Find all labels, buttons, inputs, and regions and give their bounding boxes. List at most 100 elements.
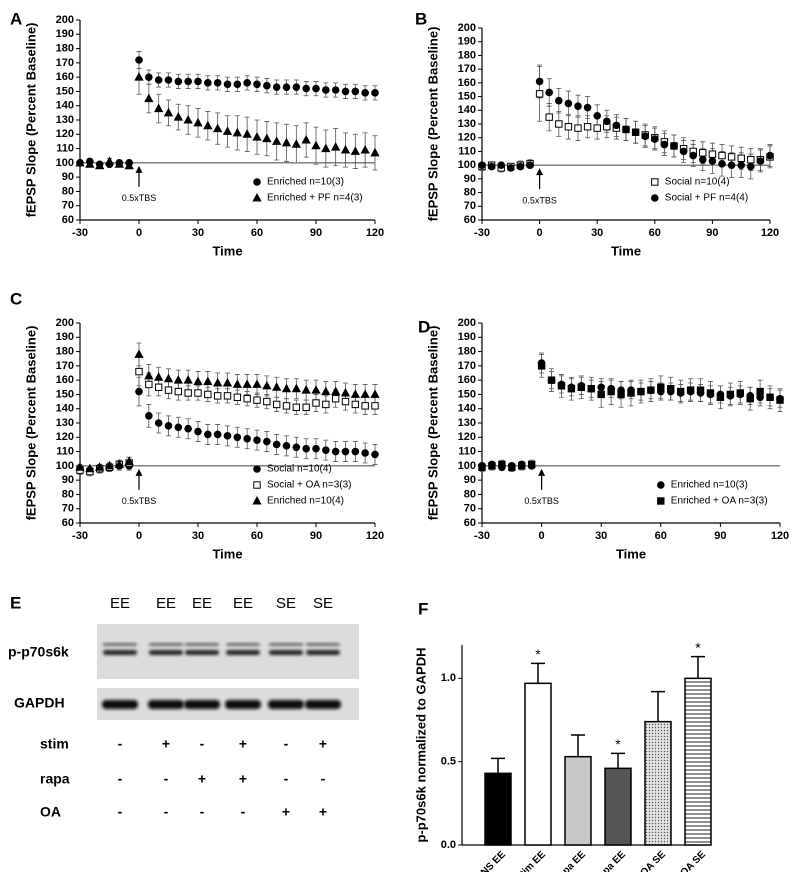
marker	[232, 127, 242, 137]
y-tick-label: 180	[56, 42, 74, 54]
y-tick-label: 70	[62, 503, 74, 515]
y-tick-label: 60	[464, 517, 476, 529]
marker	[154, 383, 163, 391]
marker	[574, 124, 582, 132]
marker	[291, 139, 301, 148]
y-tick-label: 100	[458, 159, 476, 171]
x-tick-label: 30	[192, 227, 204, 239]
band-label: p-p70s6k	[8, 644, 69, 660]
marker	[312, 444, 320, 453]
arrow-head	[536, 168, 544, 176]
y-tick-label: 140	[56, 100, 74, 112]
marker	[174, 77, 183, 86]
x-tick-label: NS OA SE	[627, 849, 669, 872]
marker	[75, 157, 85, 167]
bar	[484, 772, 512, 846]
y-tick-label: 140	[56, 403, 74, 415]
lane-label: SE	[313, 595, 333, 612]
y-tick-label: 80	[62, 185, 74, 197]
arrow-head	[135, 165, 143, 173]
marker	[292, 443, 301, 452]
marker	[746, 395, 754, 403]
marker	[85, 463, 95, 473]
y-tick-label: 90	[464, 474, 476, 486]
x-tick-label: -30	[72, 530, 88, 542]
marker	[607, 387, 615, 396]
x-tick-label: Stim OA SE	[661, 849, 708, 872]
marker	[567, 385, 576, 393]
marker	[203, 120, 213, 130]
bar	[684, 677, 712, 846]
marker	[253, 396, 261, 404]
marker	[302, 84, 310, 93]
x-tick-label: -30	[72, 227, 88, 239]
annotation: 0.5xTBS	[122, 193, 157, 203]
condition-sign: -	[164, 804, 169, 820]
marker	[164, 422, 173, 430]
marker	[361, 89, 369, 97]
marker	[351, 87, 360, 96]
y-tick-label: 170	[56, 360, 74, 372]
y-tick-label: 0.0	[441, 839, 456, 851]
marker	[593, 124, 601, 132]
marker	[361, 449, 369, 457]
marker	[193, 117, 203, 127]
marker	[727, 153, 736, 161]
marker	[331, 386, 341, 396]
y-tick-label: 200	[56, 317, 74, 329]
marker	[242, 379, 252, 388]
lane-label: EE	[156, 595, 176, 612]
marker	[223, 432, 232, 440]
marker	[370, 389, 380, 398]
marker	[564, 99, 573, 108]
bar	[564, 755, 592, 846]
x-tick-label: 0	[537, 227, 543, 239]
marker	[706, 389, 715, 397]
marker	[526, 161, 534, 169]
marker	[272, 83, 281, 91]
marker	[322, 400, 330, 409]
marker	[282, 442, 291, 450]
marker	[547, 376, 556, 384]
marker	[361, 402, 369, 410]
significance-label: *	[695, 639, 701, 655]
marker	[134, 72, 144, 81]
condition-sign: +	[239, 771, 247, 787]
error-bar	[491, 757, 505, 774]
marker	[350, 146, 360, 155]
marker	[535, 90, 544, 98]
condition-sign: +	[319, 804, 327, 820]
marker	[527, 460, 536, 469]
marker	[272, 382, 282, 391]
condition-sign: -	[118, 804, 123, 820]
marker	[716, 393, 725, 401]
error-bar	[611, 752, 625, 769]
marker	[262, 380, 272, 390]
marker	[371, 89, 379, 97]
y-tick-label: 140	[458, 104, 476, 116]
y-tick-label: 110	[56, 142, 74, 154]
marker	[577, 383, 586, 391]
marker	[708, 157, 717, 165]
marker	[321, 386, 331, 396]
band	[149, 650, 183, 655]
marker	[488, 462, 496, 470]
legend-label: Enriched + OA n=3(3)	[671, 496, 768, 507]
marker	[263, 397, 271, 406]
y-tick-label: 100	[56, 157, 74, 169]
marker	[173, 112, 183, 121]
x-tick-label: 120	[771, 530, 789, 542]
marker	[135, 56, 143, 64]
condition-sign: +	[198, 771, 206, 787]
significance-label: *	[615, 736, 621, 752]
x-tick-label: 90	[706, 227, 718, 239]
marker	[263, 437, 271, 446]
marker	[163, 107, 174, 117]
y-tick-label: 160	[56, 71, 74, 83]
panel-letter: E	[10, 593, 21, 612]
marker	[597, 383, 606, 392]
legend-marker	[651, 178, 659, 186]
marker	[184, 424, 192, 433]
y-tick-label: 100	[458, 460, 476, 472]
y-tick-label: 150	[56, 388, 74, 400]
